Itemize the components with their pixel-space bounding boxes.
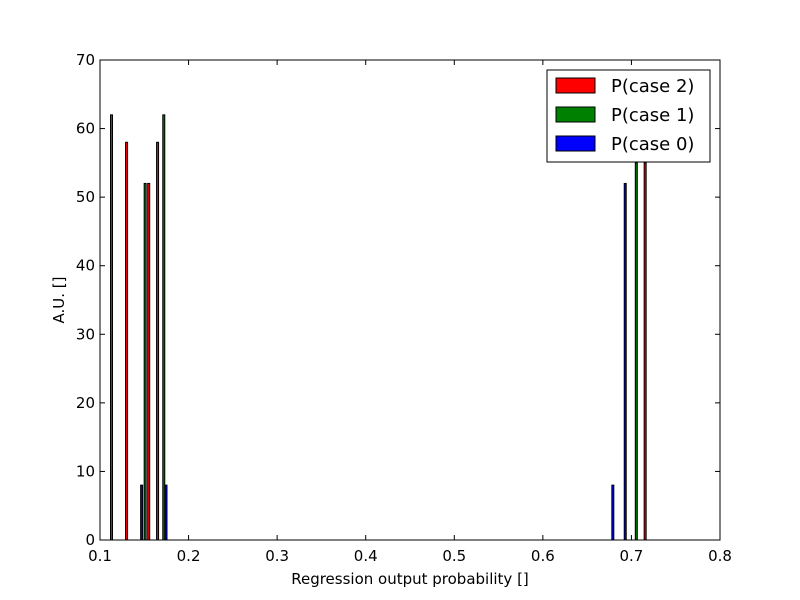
x-tick-label-1: 0.2 bbox=[177, 547, 201, 565]
bar-series-2-2 bbox=[611, 484, 615, 541]
y-tick-label-2: 20 bbox=[76, 394, 95, 412]
bar-series-2-3 bbox=[623, 182, 627, 541]
bar-series-0-1 bbox=[125, 141, 129, 541]
legend-label-case-2: P(case 2) bbox=[611, 76, 694, 97]
bar-series-0-4 bbox=[643, 162, 647, 541]
legend-swatch-case-2 bbox=[555, 77, 596, 94]
x-tick-label-6: 0.7 bbox=[619, 547, 643, 565]
y-tick-label-1: 10 bbox=[76, 462, 95, 480]
x-tick-label-2: 0.3 bbox=[265, 547, 289, 565]
bar-series-0-2 bbox=[147, 182, 151, 541]
y-tick-label-6: 60 bbox=[76, 120, 95, 138]
y-axis-title: A.U. [] bbox=[50, 277, 68, 324]
legend-swatch-case-0 bbox=[555, 135, 596, 152]
bar-series-2-0 bbox=[140, 484, 144, 541]
x-tick-label-3: 0.4 bbox=[354, 547, 378, 565]
x-tick-label-0: 0.1 bbox=[88, 547, 112, 565]
bar-series-0-0 bbox=[110, 114, 114, 541]
x-axis-title: Regression output probability [] bbox=[291, 570, 529, 588]
legend-label-case-0: P(case 0) bbox=[611, 134, 694, 155]
bar-series-1-0 bbox=[143, 182, 147, 541]
x-tick-label-7: 0.8 bbox=[708, 547, 732, 565]
y-tick-labels: 0 10 20 30 40 50 60 70 bbox=[76, 51, 95, 549]
x-tick-label-5: 0.6 bbox=[531, 547, 555, 565]
bar-series-1-2 bbox=[634, 162, 638, 541]
y-tick-label-5: 50 bbox=[76, 188, 95, 206]
y-tick-label-4: 40 bbox=[76, 257, 95, 275]
legend-swatch-case-1 bbox=[555, 106, 596, 123]
bar-series-0-3 bbox=[156, 141, 160, 541]
legend-label-case-1: P(case 1) bbox=[611, 105, 694, 126]
bar-series-2-1 bbox=[164, 484, 168, 541]
bar-series-1-1 bbox=[162, 114, 166, 541]
x-tick-labels: 0.1 0.2 0.3 0.4 0.5 0.6 0.7 0.8 bbox=[88, 547, 732, 565]
y-tick-label-7: 70 bbox=[76, 51, 95, 69]
y-tick-label-0: 0 bbox=[85, 531, 95, 549]
x-tick-label-4: 0.5 bbox=[442, 547, 466, 565]
plot-frame bbox=[99, 59, 721, 541]
y-tick-label-3: 30 bbox=[76, 325, 95, 343]
legend: P(case 2) P(case 1) P(case 0) bbox=[546, 69, 711, 163]
